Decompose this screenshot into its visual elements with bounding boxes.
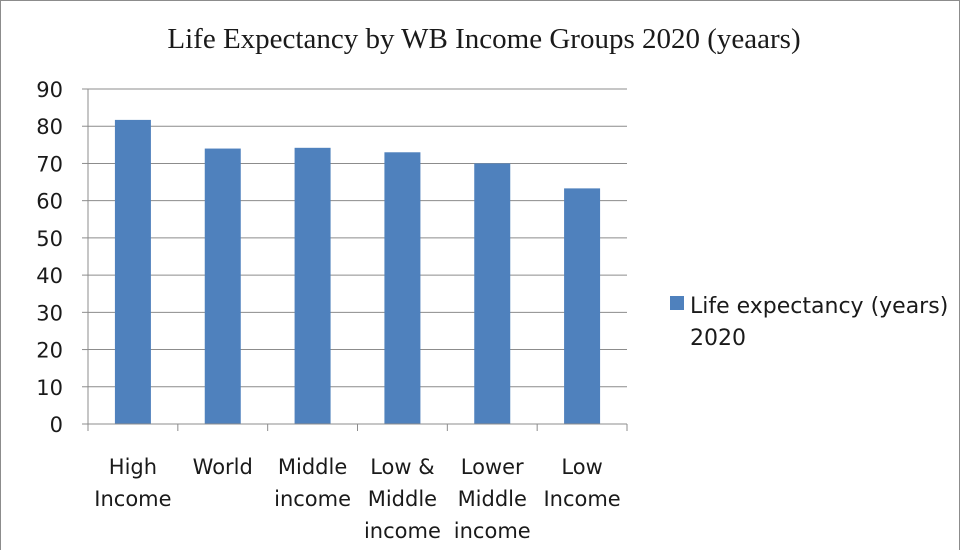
x-tick-label-line: Income [543, 487, 620, 511]
x-tick-label-line: Middle [278, 455, 347, 479]
x-tick-label-line: Middle [458, 487, 527, 511]
y-tick-label: 20 [36, 339, 63, 363]
x-tick-label-line: income [364, 519, 441, 543]
x-tick-label-line: income [454, 519, 531, 543]
x-tick-label-line: Income [94, 487, 171, 511]
x-tick-label: Low Income [543, 455, 620, 511]
bar [474, 163, 511, 424]
y-tick-label: 50 [36, 227, 63, 251]
x-tick-label: Low & Middle income [364, 455, 441, 543]
bar [204, 148, 241, 425]
y-tick-label: 40 [36, 264, 63, 288]
bar [294, 147, 331, 425]
bar [564, 188, 601, 424]
x-tick-label-line: Low & [370, 455, 434, 479]
x-tick-label: High Income [94, 455, 171, 511]
legend: Life expectancy (years) 2020 [670, 291, 960, 355]
chart-title: Life Expectancy by WB Income Groups 2020… [167, 23, 801, 55]
bar [384, 152, 421, 424]
x-tick-label-line: Low [561, 455, 602, 479]
x-tick-label: Middle income [274, 455, 351, 511]
y-tick-label: 60 [36, 190, 63, 214]
legend-swatch [670, 296, 684, 310]
x-tick-label-line: Middle [368, 487, 437, 511]
legend-label: Life expectancy (years) 2020 [690, 294, 949, 351]
x-tick-label: Lower Middle income [454, 455, 531, 543]
y-tick-label: 10 [36, 376, 63, 400]
x-tick-label-line: Lower [461, 455, 524, 479]
y-tick-label: 0 [50, 413, 63, 437]
x-tick-label-line: income [274, 487, 351, 511]
y-tick-label: 70 [36, 152, 63, 176]
y-tick-label: 80 [36, 115, 63, 139]
bar [114, 119, 151, 425]
x-tick-label-line: World [193, 455, 253, 479]
y-tick-label: 30 [36, 301, 63, 325]
y-tick-label: 90 [36, 78, 63, 102]
x-tick-label: World [193, 455, 253, 479]
x-tick-label-line: High [109, 455, 157, 479]
